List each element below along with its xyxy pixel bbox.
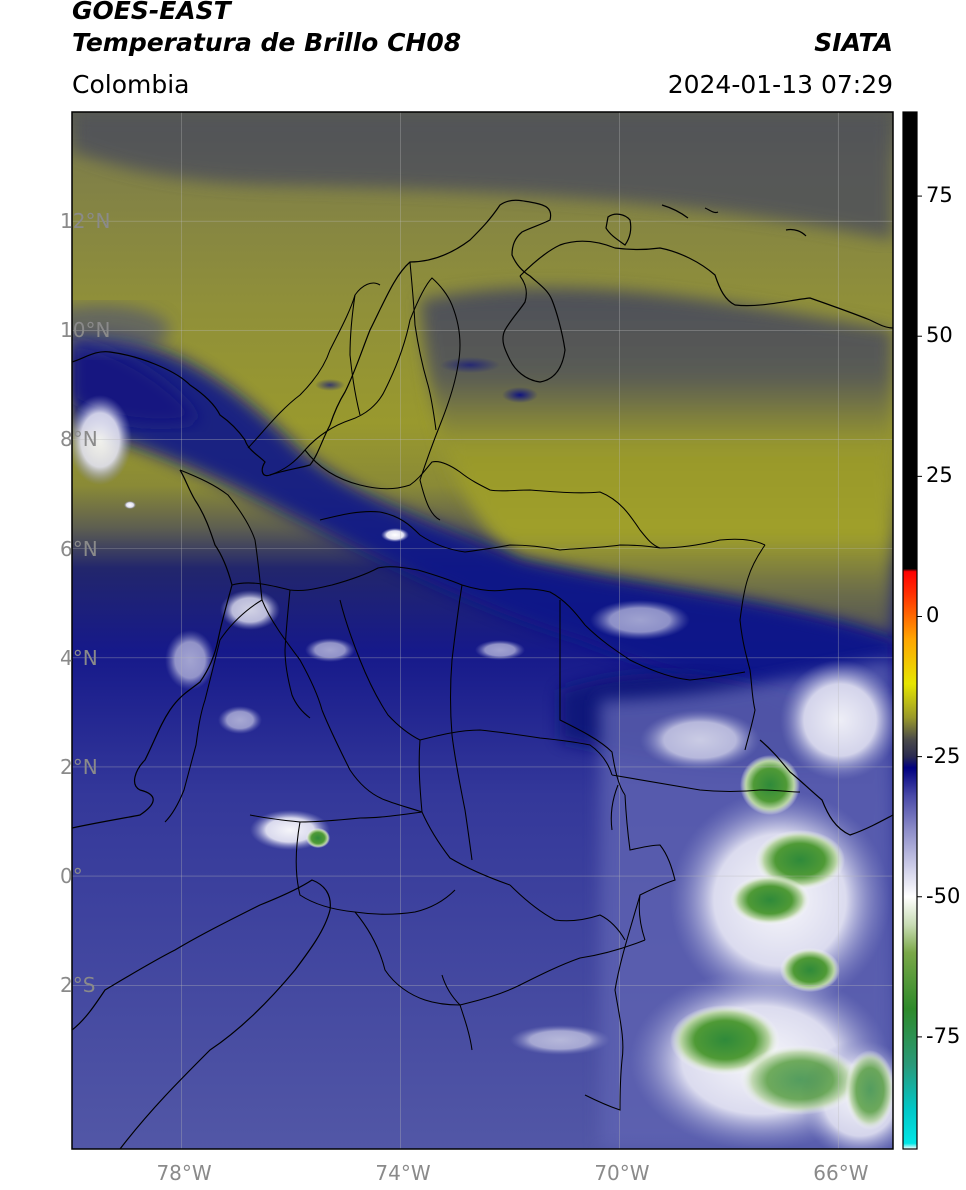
colorbar-tick-label: -50 [926, 883, 961, 908]
latitude-label: 2°S [60, 973, 96, 998]
map-frame [71, 111, 894, 1150]
colorbar-tick-label: -25 [926, 743, 961, 768]
latitude-label: 8°N [60, 427, 98, 452]
latitude-label: 4°N [60, 645, 98, 670]
latitude-label: 6°N [60, 536, 98, 561]
colorbar [902, 111, 922, 1150]
title-satellite: GOES-EAST [72, 0, 231, 25]
latitude-label: 12°N [60, 209, 111, 234]
colorbar-frame [902, 111, 918, 1150]
source-label: SIATA [814, 28, 893, 57]
colorbar-fill [903, 112, 917, 1149]
latitude-label: 10°N [60, 318, 111, 343]
title-product: Temperatura de Brillo CH08 [72, 28, 462, 57]
brightness-temperature-image [72, 112, 893, 1149]
colorbar-ticks [917, 195, 922, 1038]
coastlines-and-borders [72, 199, 893, 1149]
longitude-label: 66°W [813, 1161, 869, 1185]
colorbar-tick-label: 75 [926, 183, 953, 208]
region-label: Colombia [72, 70, 190, 99]
internal-boundaries [164, 261, 801, 1111]
longitude-label: 70°W [594, 1161, 650, 1185]
colorbar-tick-label: 50 [926, 323, 953, 348]
timestamp: 2024-01-13 07:29 [667, 70, 893, 99]
colorbar-tick-label: 0 [926, 603, 940, 628]
longitude-label: 74°W [375, 1161, 431, 1185]
colorbar-tick-label: 25 [926, 463, 953, 488]
colorbar-gradient [903, 112, 917, 1149]
latitude-label: 2°N [60, 754, 98, 779]
graticule [72, 112, 893, 1149]
latitude-label: 0° [60, 864, 83, 889]
colorbar-tick-label: -75 [926, 1023, 961, 1048]
longitude-label: 78°W [156, 1161, 212, 1185]
